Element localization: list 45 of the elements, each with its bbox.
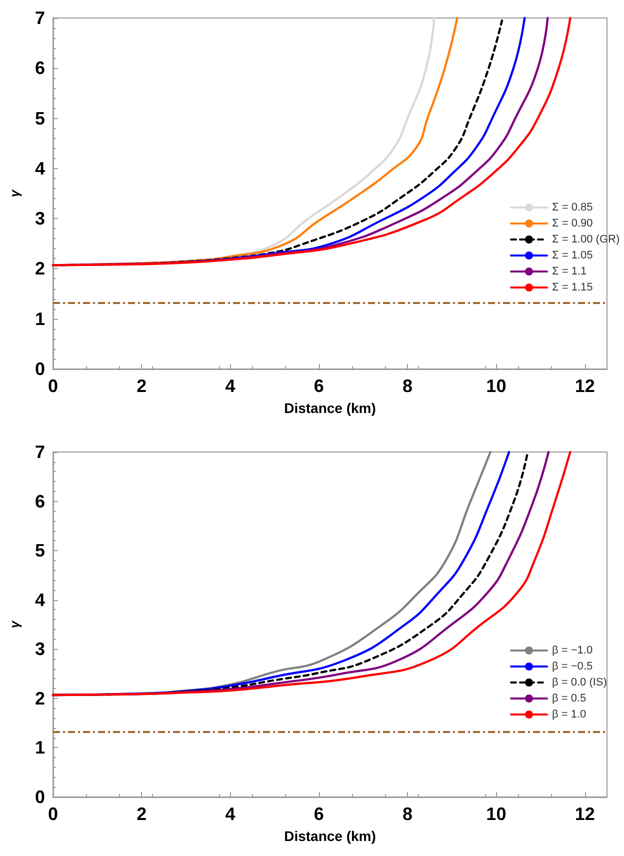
legend-label: Σ = 1.1 [552, 266, 587, 278]
legend-label: Σ = 1.15 [552, 282, 593, 294]
legend-label: β = 0.0 (IS) [552, 676, 607, 688]
legend-label: Σ = 1.05 [552, 250, 593, 262]
y-axis-title: γ [7, 620, 22, 628]
x-tick-label: 8 [402, 376, 413, 396]
x-tick-label: 4 [225, 376, 236, 396]
x-tick-label: 2 [136, 376, 147, 396]
y-tick-label: 5 [34, 108, 45, 128]
y-tick-label: 5 [34, 540, 45, 561]
x-tick-label: 12 [574, 376, 595, 396]
y-tick-label: 2 [34, 688, 45, 708]
y-tick-label: 4 [34, 158, 45, 178]
x-tick-label: 6 [314, 804, 324, 824]
x-tick-label: 4 [225, 804, 236, 824]
legend-label: β = −0.5 [552, 660, 593, 672]
x-tick-label: 10 [486, 804, 506, 824]
y-tick-label: 2 [34, 258, 45, 279]
legend-label: Σ = 1.00 (GR) [552, 234, 620, 246]
x-tick-label: 8 [402, 804, 413, 824]
y-tick-label: 6 [34, 491, 45, 512]
y-tick-label: 7 [34, 442, 45, 462]
y-tick-label: 0 [34, 787, 45, 807]
legend-label: β = 0.5 [552, 692, 586, 704]
legend-label: β = −1.0 [552, 644, 593, 656]
y-tick-label: 3 [34, 208, 45, 229]
y-tick-label: 6 [34, 58, 45, 78]
x-tick-label: 6 [314, 376, 324, 396]
y-tick-label: 0 [34, 359, 45, 379]
y-tick-label: 4 [34, 590, 45, 610]
y-tick-label: 1 [34, 308, 45, 329]
x-tick-label: 0 [48, 376, 58, 396]
y-axis-title: γ [7, 189, 22, 198]
legend-label: Σ = 0.90 [552, 218, 593, 230]
x-tick-label: 0 [48, 804, 58, 824]
x-tick-label: 12 [574, 804, 595, 824]
y-tick-label: 1 [34, 738, 45, 758]
legend-label: β = 1.0 [552, 708, 586, 720]
y-tick-label: 7 [34, 8, 45, 28]
legend-label: Σ = 0.85 [552, 202, 593, 214]
x-tick-label: 2 [136, 804, 147, 824]
y-tick-label: 3 [34, 639, 45, 660]
x-axis-title: Distance (km) [284, 400, 376, 416]
x-tick-label: 10 [486, 376, 506, 396]
x-axis-title: Distance (km) [284, 828, 376, 844]
